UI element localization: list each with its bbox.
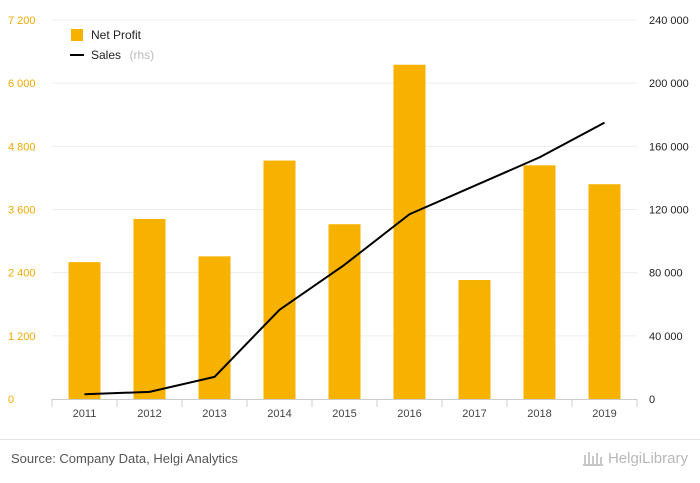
legend-label-net-profit: Net Profit: [91, 28, 142, 42]
right-tick-label: 0: [649, 394, 655, 406]
left-tick-label: 0: [8, 394, 14, 406]
x-tick-label: 2016: [397, 408, 421, 420]
sales-line: [84, 121, 605, 396]
left-tick-label: 3 600: [8, 205, 36, 217]
bar-net-profit-2016: [393, 64, 426, 400]
right-tick-label: 240 000: [649, 15, 689, 27]
left-tick-label: 1 200: [8, 331, 36, 343]
right-tick-label: 160 000: [649, 141, 689, 153]
legend-swatch-net-profit: [71, 29, 83, 41]
bar-net-profit-2017: [458, 280, 491, 399]
x-tick-label: 2015: [332, 408, 356, 420]
legend: Net Profit Sales (rhs): [70, 28, 154, 63]
bar-net-profit-2011: [68, 262, 101, 399]
right-tick-label: 40 000: [649, 331, 683, 343]
left-axis-ticks: 0 1 200 2 400 3 600 4 800 6 000 7 200: [8, 15, 36, 406]
legend-sales-name: Sales: [91, 48, 121, 62]
brand-logo: HelgiLibrary: [582, 449, 688, 467]
bar-net-profit-2012: [133, 218, 166, 399]
brand-name: HelgiLibrary: [607, 449, 688, 467]
footer-divider: [0, 439, 700, 440]
x-tick-label: 2014: [267, 408, 291, 420]
x-tick-label: 2019: [592, 408, 616, 420]
x-tick-label: 2013: [202, 408, 226, 420]
sales-line-layer: [84, 121, 605, 396]
x-tick-label: 2017: [462, 408, 486, 420]
x-tick-label: 2012: [137, 408, 161, 420]
right-axis-ticks: 0 40 000 80 000 120 000 160 000 200 000 240 00…: [649, 15, 689, 406]
left-tick-label: 2 400: [8, 268, 36, 280]
bar-net-profit-2014: [263, 160, 296, 399]
combo-chart: 2011 2012 2013 2014 2015 2016 2017 2018 2019 0 1 …: [8, 15, 689, 420]
x-tick-label: 2011: [73, 408, 97, 420]
left-tick-label: 4 800: [8, 141, 36, 153]
bar-net-profit-2013: [198, 256, 231, 399]
right-tick-label: 120 000: [649, 205, 689, 217]
legend-sales-rhs: (rhs): [129, 48, 154, 62]
net-profit-bars: [68, 64, 621, 400]
right-tick-label: 80 000: [649, 268, 683, 280]
bar-net-profit-2019: [588, 184, 621, 399]
right-tick-label: 200 000: [649, 78, 689, 90]
left-tick-label: 7 200: [8, 15, 36, 27]
library-icon: [582, 452, 603, 466]
left-tick-label: 6 000: [8, 78, 36, 90]
source-note: Source: Company Data, Helgi Analytics: [11, 451, 238, 466]
bar-net-profit-2015: [328, 224, 361, 399]
bar-net-profit-2018: [523, 165, 556, 399]
x-tick-label: 2018: [527, 408, 551, 420]
x-axis: 2011 2012 2013 2014 2015 2016 2017 2018 2019: [51, 399, 638, 420]
legend-label-sales: Sales (rhs): [91, 46, 154, 63]
